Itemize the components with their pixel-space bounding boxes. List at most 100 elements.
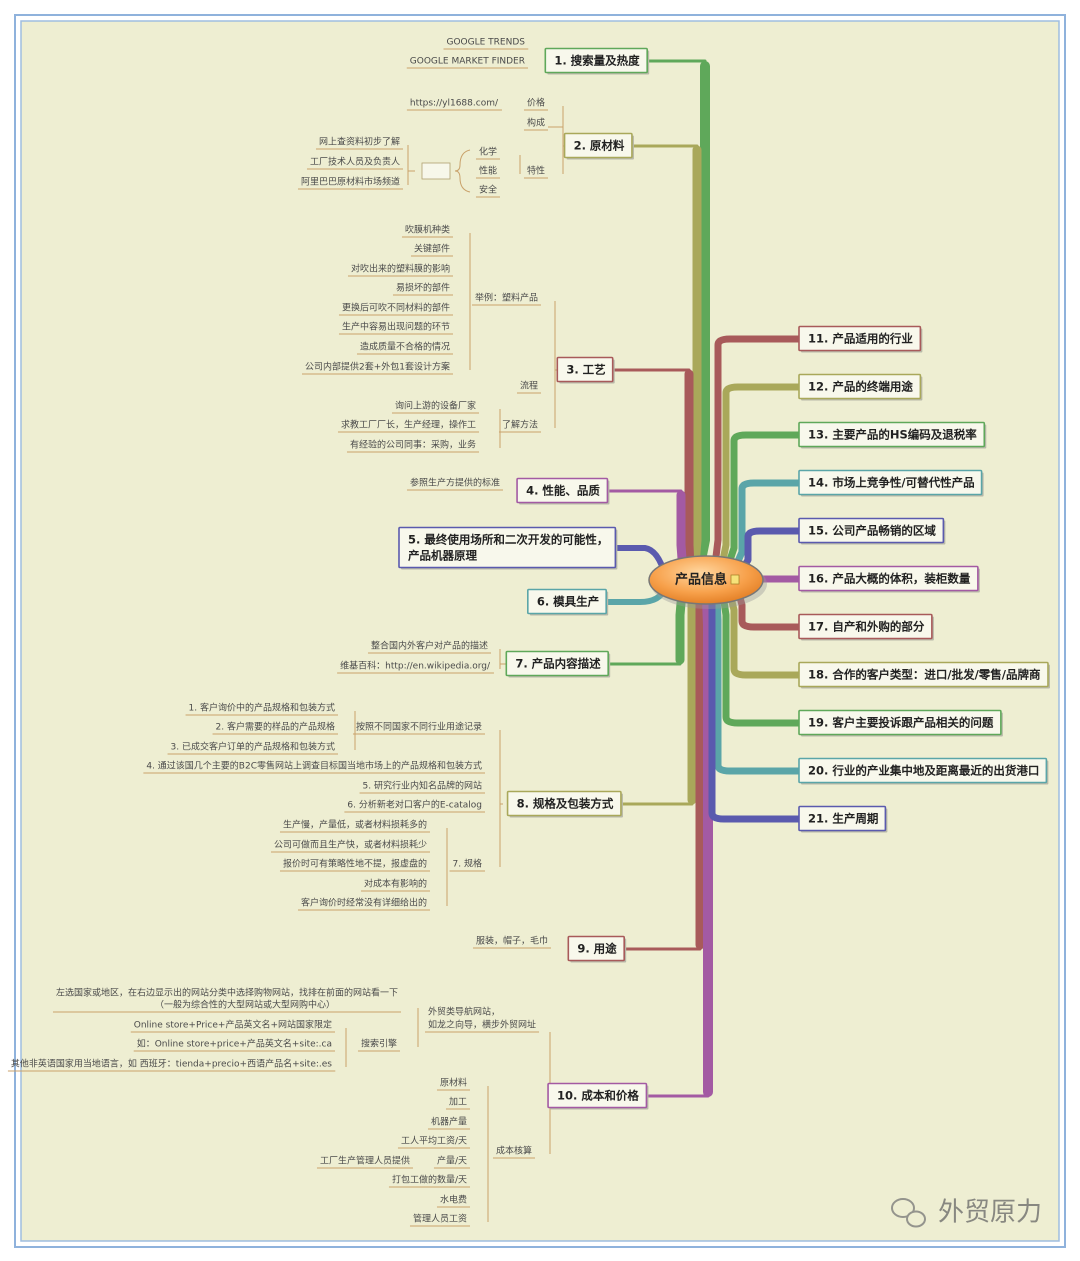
leaf: 1. 客户询价中的产品规格和包装方式 bbox=[189, 702, 335, 714]
leaf: 价格 bbox=[527, 97, 545, 109]
leaf: 性能 bbox=[479, 165, 497, 177]
leaf: 网上查资料初步了解 bbox=[319, 136, 400, 148]
connector bbox=[345, 1008, 489, 1222]
branch-box: 5. 最终使用场所和二次开发的可能性， 产品机器原理 bbox=[398, 526, 618, 570]
branch-label: 20. 行业的产业集中地及距离最近的出货港口 bbox=[808, 764, 1039, 778]
branch-box: 1. 搜索量及热度 bbox=[544, 47, 650, 75]
branch-box: 18. 合作的客户类型：进口/批发/零售/品牌商 bbox=[798, 661, 1050, 689]
center-node[interactable] bbox=[648, 555, 764, 605]
trunk bbox=[713, 593, 854, 775]
branch-label: 6. 模具生产 bbox=[537, 595, 599, 609]
leaf: https://yl1688.com/ bbox=[410, 99, 499, 109]
leaf: 其他非英语国家用当地语言，如 西班牙：tienda+precio+西语产品名+s… bbox=[11, 1058, 332, 1070]
branch-box: 4. 性能、品质 bbox=[516, 477, 610, 505]
branch-box: 21. 生产周期 bbox=[798, 805, 888, 833]
leaf: 生产慢，产量低，或者材料损耗多的 bbox=[283, 819, 427, 831]
box-frame bbox=[798, 517, 945, 544]
branch-label: 4. 性能、品质 bbox=[526, 484, 600, 498]
trunk bbox=[690, 145, 702, 570]
branch-box: 8. 规格及包装方式 bbox=[506, 790, 623, 818]
leaf: 2. 客户需要的样品的产品规格 bbox=[216, 721, 335, 733]
leaf: 管理人员工资 bbox=[413, 1213, 467, 1225]
leaf: 机器产量 bbox=[431, 1116, 467, 1128]
leaf: 6. 分析新老对口客户的E-catalog bbox=[347, 799, 482, 811]
leaf: GOOGLE MARKET FINDER bbox=[410, 57, 525, 67]
branch-label: 17. 自产和外购的部分 bbox=[808, 620, 925, 634]
branch-label: 7. 产品内容描述 bbox=[515, 657, 601, 671]
leaf: 工厂技术人员及负责人 bbox=[310, 156, 400, 168]
box-frame bbox=[563, 132, 633, 159]
leaf: 服装，帽子，毛巾 bbox=[476, 935, 548, 947]
box-frame bbox=[798, 709, 1002, 736]
branch-box: 17. 自产和外购的部分 bbox=[798, 613, 934, 641]
leaf: 造成质量不合格的情况 bbox=[360, 341, 450, 353]
leaf: 了解方法 bbox=[502, 419, 538, 431]
box-frame bbox=[798, 565, 979, 592]
connector bbox=[469, 233, 501, 448]
leaf: 更换后可吹不同材料的部件 bbox=[342, 302, 450, 314]
leaf: Online store+Price+产品英文名+网站国家限定 bbox=[134, 1019, 332, 1031]
leaf: 产量/天 bbox=[437, 1155, 467, 1167]
box-frame bbox=[798, 421, 986, 448]
box-frame bbox=[547, 1082, 648, 1109]
branch-label: 8. 规格及包装方式 bbox=[517, 797, 614, 811]
trunk bbox=[726, 589, 854, 679]
leaf: GOOGLE TRENDS bbox=[447, 38, 526, 48]
box-frame bbox=[798, 613, 933, 640]
leaf: 对吹出来的塑料膜的影响 bbox=[351, 263, 450, 275]
trunk bbox=[724, 431, 854, 570]
branch-box: 11. 产品适用的行业 bbox=[798, 325, 923, 353]
leaf: 参照生产方提供的标准 bbox=[410, 477, 500, 489]
trunk bbox=[711, 335, 854, 569]
leaf: 举例：塑料产品 bbox=[475, 292, 538, 304]
leaf: 特性 bbox=[527, 165, 545, 177]
branch-box: 6. 模具生产 bbox=[527, 588, 609, 616]
branch-label: 1. 搜索量及热度 bbox=[554, 54, 640, 68]
note-icon bbox=[730, 574, 740, 585]
branch-label: 2. 原材料 bbox=[574, 139, 625, 153]
leaf: 外贸类导航网站， 如龙之向导，横步外贸网址 bbox=[428, 1006, 536, 1031]
branch-box: 7. 产品内容描述 bbox=[505, 650, 611, 678]
connector bbox=[407, 145, 415, 185]
leaf: 客户询价时经常没有详细给出的 bbox=[301, 897, 427, 909]
box-frame bbox=[506, 790, 622, 817]
connector bbox=[354, 711, 448, 906]
leaf: 7. 规格 bbox=[453, 858, 482, 870]
leaf: 吹膜机种类 bbox=[405, 224, 450, 236]
leaf: 整合国内外客户对产品的描述 bbox=[371, 640, 488, 652]
leaf: 关键部件 bbox=[414, 243, 450, 255]
tag-box bbox=[421, 162, 451, 180]
branch-box: 19. 客户主要投诉跟产品相关的问题 bbox=[798, 709, 1003, 737]
leaf: 5. 研究行业内知名品牌的网站 bbox=[363, 780, 482, 792]
leaf-line: 左选国家或地区，在右边显示出的网站分类中选择购物网站，找排在前面的网站看一下 bbox=[56, 987, 398, 999]
watermark: 外贸原力 bbox=[891, 1198, 1042, 1228]
box-frame bbox=[798, 805, 887, 832]
leaf: 询问上游的设备厂家 bbox=[395, 400, 476, 412]
leaf: 维基百科：http://en.wikipedia.org/ bbox=[340, 660, 491, 672]
leaf: 报价时可有策略性地不提，报虚盘的 bbox=[283, 858, 427, 870]
branch-box: 3. 工艺 bbox=[556, 356, 615, 384]
leaf: 生产中容易出现问题的环节 bbox=[342, 321, 450, 333]
leaf: 工人平均工资/天 bbox=[401, 1135, 467, 1147]
branch-box: 14. 市场上竞争性/可替代性产品 bbox=[798, 469, 984, 497]
wechat-icon bbox=[891, 1198, 915, 1218]
branch-label: 15. 公司产品畅销的区域 bbox=[808, 524, 936, 538]
leaf-line: 外贸类导航网站， bbox=[428, 1006, 500, 1018]
leaf: 流程 bbox=[520, 380, 538, 392]
box-frame bbox=[527, 588, 607, 615]
leaf: 加工 bbox=[449, 1097, 467, 1108]
box-frame bbox=[798, 661, 1049, 688]
leaf: 水电费 bbox=[440, 1194, 467, 1206]
branch-label: 18. 合作的客户类型：进口/批发/零售/品牌商 bbox=[808, 668, 1041, 682]
branch-label: 5. 最终使用场所和二次开发的可能性， bbox=[408, 533, 608, 547]
branch-label: 16. 产品大概的体积，装柜数量 bbox=[808, 572, 971, 586]
trunk bbox=[684, 369, 695, 573]
branch-label: 3. 工艺 bbox=[566, 363, 605, 377]
branch-box: 10. 成本和价格 bbox=[547, 1082, 649, 1110]
leaf: 公司内部提供2套+外包1套设计方案 bbox=[305, 361, 450, 373]
box-frame bbox=[798, 757, 1048, 784]
leaf: 易损坏的部件 bbox=[396, 282, 450, 294]
trunk bbox=[731, 479, 854, 572]
trunk bbox=[708, 594, 854, 823]
